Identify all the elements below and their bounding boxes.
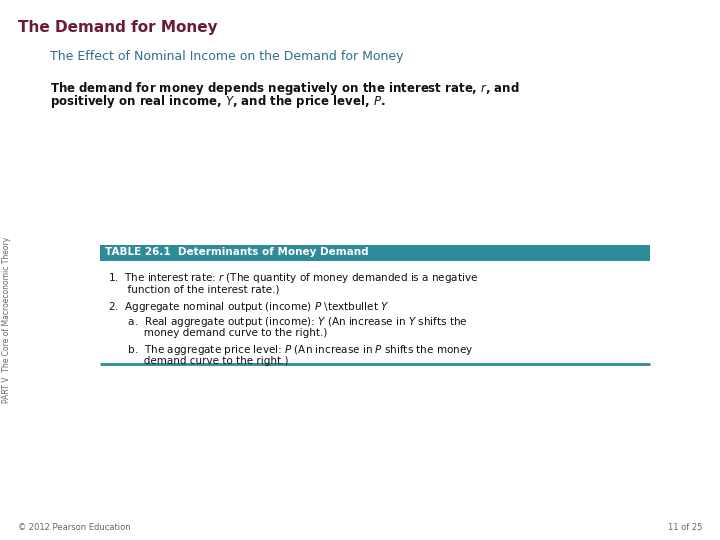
Text: b.  The aggregate price level: $P$ (An increase in $P$ shifts the money: b. The aggregate price level: $P$ (An in… xyxy=(108,343,473,357)
Text: demand curve to the right.): demand curve to the right.) xyxy=(108,356,289,366)
Text: The Demand for Money: The Demand for Money xyxy=(18,20,217,35)
Text: The Effect of Nominal Income on the Demand for Money: The Effect of Nominal Income on the Dema… xyxy=(50,50,403,63)
Text: The demand for money depends negatively on the interest rate, $r$, and: The demand for money depends negatively … xyxy=(50,80,520,97)
Text: PART V  The Core of Macroeconomic Theory: PART V The Core of Macroeconomic Theory xyxy=(2,237,12,403)
Bar xyxy=(100,245,650,261)
Text: 2.  Aggregate nominal output (income) $P$ \textbullet $Y$: 2. Aggregate nominal output (income) $P$… xyxy=(108,300,390,314)
Text: money demand curve to the right.): money demand curve to the right.) xyxy=(108,328,328,338)
Text: a.  Real aggregate output (income): $Y$ (An increase in $Y$ shifts the: a. Real aggregate output (income): $Y$ (… xyxy=(108,315,467,329)
Text: positively on real income, $Y$, and the price level, $P$.: positively on real income, $Y$, and the … xyxy=(50,93,386,110)
Text: TABLE 26.1  Determinants of Money Demand: TABLE 26.1 Determinants of Money Demand xyxy=(105,247,369,257)
Text: 11 of 25: 11 of 25 xyxy=(667,523,702,532)
Text: 1.  The interest rate: $r$ (The quantity of money demanded is a negative: 1. The interest rate: $r$ (The quantity … xyxy=(108,271,478,285)
Text: function of the interest rate.): function of the interest rate.) xyxy=(108,284,279,294)
Text: © 2012 Pearson Education: © 2012 Pearson Education xyxy=(18,523,130,532)
